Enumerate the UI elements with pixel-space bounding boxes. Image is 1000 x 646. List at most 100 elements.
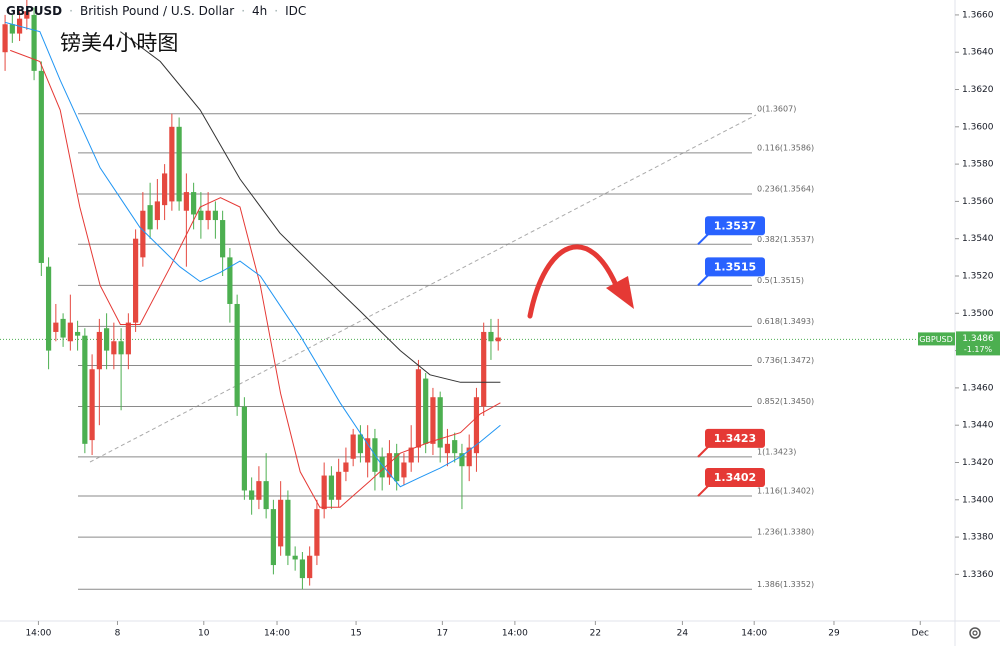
candle-body xyxy=(45,266,52,351)
y-tick-label: 1.3420 xyxy=(962,458,994,468)
candle-body xyxy=(220,220,226,258)
price-tag-label: 1.3515 xyxy=(714,260,756,273)
price-tag xyxy=(705,428,765,448)
candle-body xyxy=(9,24,15,34)
x-tick-label: 24 xyxy=(677,629,689,639)
price-tag-label: 1.3423 xyxy=(714,432,756,445)
candle-body xyxy=(473,397,480,454)
candle-body xyxy=(430,397,436,444)
y-tick-label: 1.3660 xyxy=(962,10,994,20)
y-tick-label: 1.3460 xyxy=(962,383,994,393)
candle-body xyxy=(466,447,472,467)
candle-body xyxy=(415,369,422,448)
header: GBPUSD · British Pound / U.S. Dollar · 4… xyxy=(6,4,306,18)
price-tag-pointer xyxy=(697,485,709,497)
x-tick-label: 14:00 xyxy=(264,629,290,639)
candle-body xyxy=(307,555,313,579)
fib-level-label: 0.116(1.3586) xyxy=(757,143,814,152)
candle-body xyxy=(89,369,95,441)
fib-level-label: 0.618(1.3493) xyxy=(757,317,814,326)
moving-average xyxy=(120,31,501,383)
candle-body xyxy=(292,555,298,560)
price-tag xyxy=(705,216,765,236)
separator: · xyxy=(69,4,73,18)
forecast-arrow-head xyxy=(606,276,634,309)
x-tick-label: 8 xyxy=(115,629,121,639)
y-tick-label: 1.3640 xyxy=(962,48,994,58)
price-tag-label: 1.3537 xyxy=(714,219,756,232)
price-tag-label: 1.3402 xyxy=(714,471,756,484)
candle-body xyxy=(104,328,110,351)
candle-body xyxy=(162,173,168,206)
x-tick-label: 14:00 xyxy=(25,629,51,639)
candle-body xyxy=(263,481,269,510)
candle-body xyxy=(191,192,197,215)
candle-body xyxy=(125,322,131,355)
candle-body xyxy=(314,509,320,556)
forecast-arrow xyxy=(527,244,621,319)
candle-body xyxy=(82,335,88,444)
candle-body xyxy=(212,210,218,221)
candle-body xyxy=(67,322,73,342)
candle-body xyxy=(234,303,240,407)
symbol-badge xyxy=(918,332,955,346)
candle-body xyxy=(386,453,393,478)
candle-body xyxy=(241,406,247,491)
moving-average xyxy=(10,49,501,508)
x-tick-label: 29 xyxy=(828,629,840,639)
fib-level-label: 1.116(1.3402) xyxy=(757,487,814,496)
candle-body xyxy=(38,70,44,263)
y-tick-label: 1.3360 xyxy=(962,570,994,580)
candle-body xyxy=(2,24,8,53)
price-tag-pointer xyxy=(697,274,709,287)
candle-body xyxy=(444,443,451,454)
x-tick-label: 22 xyxy=(590,629,601,639)
candle-body xyxy=(53,322,59,332)
candle-body xyxy=(336,471,342,500)
x-tick-label: 10 xyxy=(198,629,210,639)
candle-body xyxy=(394,453,400,482)
price-tag xyxy=(705,468,765,488)
candle-body xyxy=(24,11,30,19)
candle-body xyxy=(96,331,102,370)
trend-line xyxy=(89,114,757,463)
settings-icon[interactable] xyxy=(969,627,981,639)
candle-body xyxy=(256,481,262,500)
x-tick-label: 14:00 xyxy=(741,629,767,639)
candle-body xyxy=(285,499,291,556)
y-tick-label: 1.3380 xyxy=(962,533,994,543)
last-price-badge xyxy=(956,331,1000,356)
candle-body xyxy=(140,210,146,258)
candle-body xyxy=(278,499,284,547)
fib-level-label: 0.736(1.3472) xyxy=(757,356,814,365)
candle-body xyxy=(118,341,124,355)
y-tick-label: 1.3520 xyxy=(962,272,994,282)
candle-body xyxy=(452,440,458,454)
y-tick-label: 1.3440 xyxy=(962,421,994,431)
candle-body xyxy=(401,462,407,478)
candle-body xyxy=(350,434,356,459)
moving-average xyxy=(4,21,501,488)
last-price-label: 1.3486 xyxy=(962,334,994,344)
y-tick-label: 1.3500 xyxy=(962,309,994,319)
candle-body xyxy=(249,490,255,500)
symbol: GBPUSD xyxy=(6,4,63,18)
fib-level-label: 0.382(1.3537) xyxy=(757,235,814,244)
fib-level-label: 1.386(1.3352) xyxy=(757,580,814,589)
separator: · xyxy=(241,4,246,18)
candle-body xyxy=(299,559,306,579)
annotation: 镑美4小時图 xyxy=(60,31,179,55)
candle-body xyxy=(60,318,66,338)
candle-body xyxy=(328,475,335,500)
candle-body xyxy=(423,378,429,444)
candle-body xyxy=(183,192,189,211)
candle-body xyxy=(481,331,487,407)
price-tag xyxy=(705,257,765,277)
price-tag-pointer xyxy=(697,446,709,458)
candle-body xyxy=(408,447,414,463)
candle-body xyxy=(357,434,364,454)
fib-level-label: 1(1.3423) xyxy=(757,447,796,456)
candle-body xyxy=(343,462,349,472)
